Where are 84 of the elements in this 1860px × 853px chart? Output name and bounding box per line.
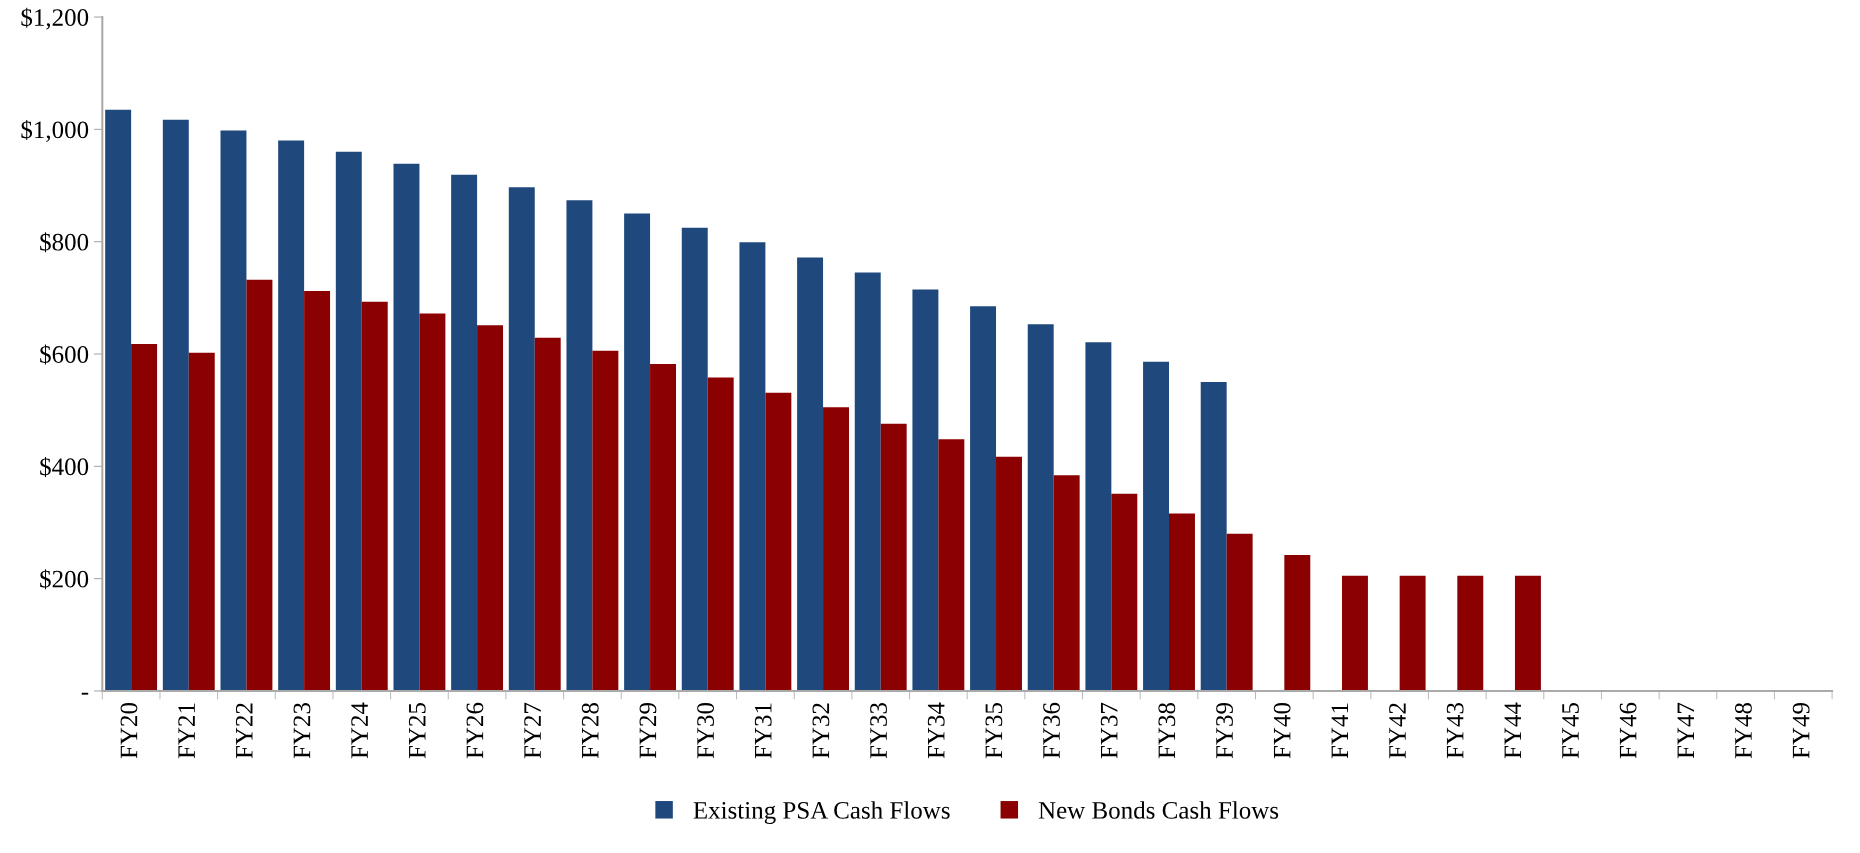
bar [508,187,535,691]
bar [624,213,651,691]
x-tick-label: FY26 [466,702,484,759]
bar [707,377,734,691]
x-tick-label: FY42 [1389,703,1406,759]
bar [220,130,247,691]
x-tick-label: FY46 [1619,702,1637,759]
x-tick-label: FY39 [1216,703,1233,759]
bar [278,140,305,691]
bar [393,163,420,691]
x-tick-label: FY29 [639,703,657,759]
bar [1169,513,1195,691]
x-tick-label: FY45 [1562,703,1579,759]
bar [451,174,478,691]
bar [938,439,965,691]
bar [880,423,907,691]
bar [797,257,824,691]
x-tick-label: FY35 [985,703,1003,759]
x-tick-label: FY49 [1792,703,1810,759]
bar [477,325,504,691]
x-tick-label: FY40 [1273,702,1291,759]
y-tick-label: $1,000 [21,119,89,142]
bar [854,272,881,691]
x-tick-label: FY33 [870,703,887,759]
x-tick-label: FY43 [1446,703,1464,759]
bar [739,242,766,691]
bar [131,343,158,691]
bar [765,392,792,691]
x-tick-label: FY36 [1043,702,1060,759]
y-tick-label: - [81,692,89,695]
x-tick-label: FY47 [1677,702,1694,759]
bar [162,119,189,691]
x-tick-label: FY22 [235,703,253,759]
bar [1085,342,1112,691]
y-tick-label: $1,200 [21,7,89,30]
bar [1143,361,1170,691]
x-tick-label: FY48 [1735,702,1752,759]
bar [996,456,1022,691]
bar [335,151,362,691]
x-tick-label: FY34 [927,702,945,759]
x-tick-label: FY27 [524,702,541,759]
x-tick-label: FY30 [697,702,714,759]
bar [1200,382,1227,691]
x-tick-label: FY37 [1100,702,1118,759]
x-tick-label: FY32 [812,703,830,759]
bar [1399,575,1426,691]
x-tick-label: FY21 [178,703,195,759]
bar [246,279,273,691]
y-tick-label: $600 [40,344,89,365]
bar [105,109,132,691]
legend-label: Existing PSA Cash Flows [693,801,950,824]
bar [304,291,331,691]
bar [592,350,619,691]
y-tick-label: $200 [40,569,89,590]
x-tick-label: FY24 [351,702,368,759]
bar [1027,324,1054,691]
legend-label: New Bonds Cash Flows [1038,801,1279,819]
bar [188,352,215,691]
bar [650,364,677,691]
bar [1111,493,1138,691]
bar [681,227,708,691]
bar [1226,533,1253,691]
x-tick-label: FY44 [1504,702,1521,759]
bar [912,289,939,691]
x-tick-label: FY25 [408,703,426,759]
bar [1457,575,1484,691]
bar [566,200,593,691]
x-tick-label: FY23 [293,703,311,759]
bar [1341,575,1368,691]
bar [361,301,388,691]
bar [534,337,561,691]
bar [823,407,849,691]
bar [419,313,446,691]
x-tick-label: FY28 [581,702,599,759]
x-tick-label: FY38 [1158,702,1176,759]
x-tick-label: FY41 [1331,703,1348,759]
bar [970,306,997,691]
bar [1284,555,1311,691]
bar [1053,475,1080,691]
y-tick-label: $800 [40,232,89,253]
y-tick-label: $400 [40,456,89,477]
x-tick-label: FY20 [120,702,138,759]
bar [1514,575,1541,691]
x-tick-label: FY31 [754,703,772,759]
